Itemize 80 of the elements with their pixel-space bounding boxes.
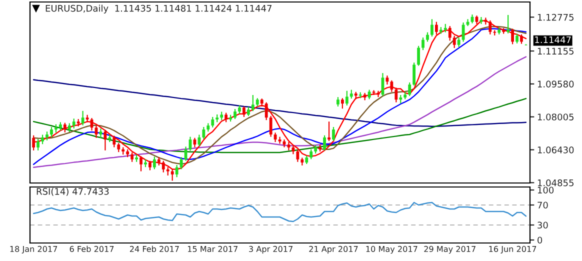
candlestick xyxy=(224,112,228,123)
candlestick xyxy=(452,35,456,49)
candlestick xyxy=(434,21,438,35)
line-series xyxy=(32,202,527,222)
candlestick xyxy=(520,34,523,44)
candlestick xyxy=(251,94,254,112)
candlestick xyxy=(394,87,398,103)
x-tick-label: 16 Jun 2017 xyxy=(489,246,536,254)
candlestick xyxy=(162,160,165,173)
candlestick xyxy=(41,134,44,145)
candlestick xyxy=(112,135,116,148)
candlestick xyxy=(152,156,156,170)
candlestick xyxy=(274,132,277,143)
candlestick xyxy=(422,36,424,51)
text: 1.11447 xyxy=(535,36,571,44)
candlestick xyxy=(175,164,178,178)
candlestick xyxy=(50,126,53,138)
candlestick xyxy=(345,90,348,106)
y-tick-label: 0 xyxy=(538,236,542,244)
candlestick xyxy=(180,156,183,170)
candlestick xyxy=(408,82,412,97)
y-tick-label: 1.04855 xyxy=(538,179,574,186)
candlestick xyxy=(198,134,201,147)
candlestick xyxy=(32,134,36,151)
y-tick-label: 1.09580 xyxy=(538,80,574,88)
candlestick xyxy=(36,138,40,151)
candlestick xyxy=(234,108,236,120)
candlestick xyxy=(328,120,330,142)
candlestick xyxy=(269,115,272,138)
y-tick-label: 1.12775 xyxy=(538,14,574,21)
x-tick-label: 21 Apr 2017 xyxy=(309,246,358,254)
line-series xyxy=(32,56,527,168)
candlestick xyxy=(412,62,416,86)
candlestick xyxy=(63,122,66,133)
candlestick xyxy=(340,98,344,110)
candlestick xyxy=(417,45,420,66)
x-tick-label: 6 Feb 2017 xyxy=(70,246,114,252)
chart-title: EURUSD,Daily 1.11435 1.11481 1.11424 1.11447 xyxy=(46,4,272,14)
candlestick xyxy=(390,80,394,92)
candlestick xyxy=(170,168,174,182)
candlestick xyxy=(104,129,107,151)
candlestick xyxy=(242,106,246,118)
candlestick xyxy=(72,118,76,130)
candlestick xyxy=(336,96,340,108)
candlestick xyxy=(511,28,514,45)
candlestick xyxy=(462,22,465,42)
candlestick xyxy=(426,32,429,42)
candlestick xyxy=(430,18,434,38)
y-tick-label: 1.11155 xyxy=(538,48,574,55)
candlestick xyxy=(148,160,152,171)
candlestick xyxy=(140,156,142,172)
candlestick xyxy=(310,148,313,160)
candlestick xyxy=(264,102,268,121)
candlestick xyxy=(130,152,134,162)
y-tick-label: 70 xyxy=(538,202,548,209)
candlestick xyxy=(457,36,460,48)
candlestick xyxy=(448,25,452,42)
x-tick-label: 10 May 2017 xyxy=(366,246,418,254)
y-tick-label: 30 xyxy=(538,222,548,229)
candlestick xyxy=(202,126,206,140)
x-tick-label: 24 Feb 2017 xyxy=(130,246,179,252)
candlestick xyxy=(296,149,300,162)
x-tick-label: 3 Apr 2017 xyxy=(249,246,292,254)
candlestick xyxy=(488,20,492,35)
y-tick-label: 100 xyxy=(538,186,554,194)
chart-title: RSI(14) 47.7433 xyxy=(36,188,109,196)
candlestick xyxy=(368,89,371,100)
x-tick-label: 29 May 2017 xyxy=(424,246,476,254)
line-series xyxy=(32,79,527,127)
candlestick xyxy=(506,14,510,34)
candlestick xyxy=(211,116,214,128)
candlestick xyxy=(81,110,84,126)
y-tick-label: 1.06430 xyxy=(538,146,574,154)
candlestick xyxy=(86,114,89,123)
candlestick xyxy=(516,33,518,44)
candlestick xyxy=(332,126,335,142)
y-tick-label: 1.08005 xyxy=(538,114,574,120)
candlestick xyxy=(323,134,326,151)
x-tick-label: 15 Mar 2017 xyxy=(188,246,238,252)
x-tick-label: 18 Jan 2017 xyxy=(10,246,58,254)
